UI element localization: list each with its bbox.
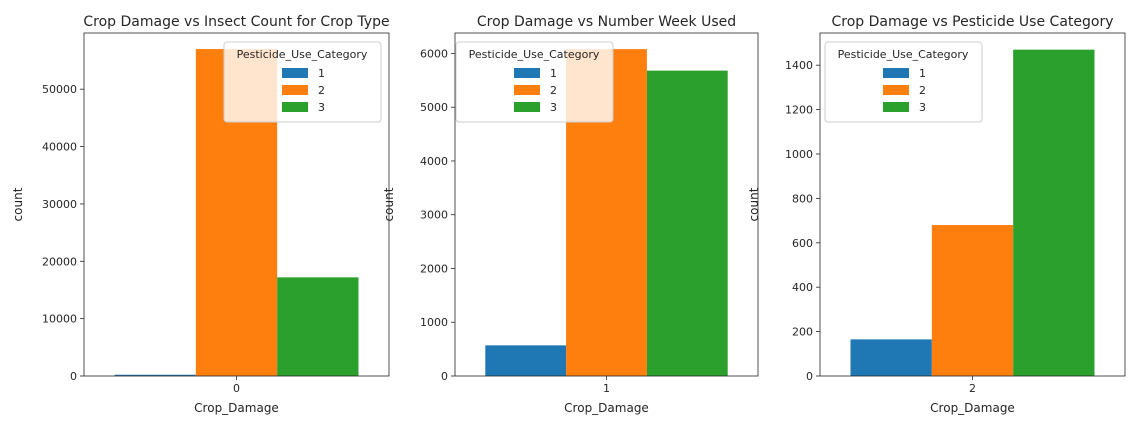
y-tick-label: 0 [441, 370, 448, 383]
y-tick-label: 30000 [42, 198, 77, 211]
y-tick-label: 40000 [42, 141, 77, 154]
legend-swatch-3 [282, 102, 308, 112]
legend-title: Pesticide_Use_Category [237, 48, 368, 61]
y-axis-label: count [382, 187, 396, 221]
y-tick-label: 1200 [785, 104, 813, 117]
chart-panel-3: Crop Damage vs Pesticide Use Category 0 20… [747, 14, 1126, 415]
legend-label-3: 3 [318, 101, 325, 114]
legend-label-1: 1 [919, 67, 926, 80]
x-tick-label: 2 [969, 382, 976, 395]
chart-panel-1: Crop Damage vs Insect Count for Crop Typ… [11, 14, 390, 415]
y-tick-label: 50000 [42, 83, 77, 96]
legend-label-2: 2 [550, 84, 557, 97]
legend-label-3: 3 [919, 101, 926, 114]
legend-box [455, 41, 614, 123]
legend-swatch-2 [514, 85, 540, 95]
y-tick-label: 10000 [42, 313, 77, 326]
bar-series-3-cat-0 [277, 277, 359, 376]
legend-swatch-1 [282, 68, 308, 78]
y-tick-label: 6000 [420, 47, 448, 60]
y-tick-label: 3000 [420, 209, 448, 222]
chart-panel-2: Crop Damage vs Number Week Used 0 1000 2000… [382, 14, 759, 415]
chart-title: Crop Damage vs Pesticide Use Category [831, 14, 1113, 30]
y-tick-label: 4000 [420, 155, 448, 168]
chart-title: Crop Damage vs Number Week Used [477, 14, 736, 30]
y-tick-label: 5000 [420, 101, 448, 114]
y-tick-label: 1000 [420, 316, 448, 329]
x-axis-label: Crop_Damage [194, 401, 279, 415]
legend-label-2: 2 [318, 84, 325, 97]
legend-swatch-1 [883, 68, 909, 78]
bar-series-1-cat-2 [850, 339, 932, 376]
y-tick-label: 2000 [420, 262, 448, 275]
y-axis-label: count [11, 187, 25, 221]
y-tick-label: 1000 [785, 148, 813, 161]
bar-series-3-cat-1 [646, 70, 728, 376]
y-tick-label: 1400 [785, 59, 813, 72]
legend-title: Pesticide_Use_Category [469, 48, 600, 61]
y-tick-label: 0 [806, 370, 813, 383]
bar-series-3-cat-2 [1013, 49, 1095, 377]
legend-swatch-3 [883, 102, 909, 112]
y-tick-label: 20000 [42, 255, 77, 268]
legend-title: Pesticide_Use_Category [838, 48, 969, 61]
legend-swatch-3 [514, 102, 540, 112]
legend: Pesticide_Use_Category 1 2 3 [455, 41, 614, 123]
legend: Pesticide_Use_Category 1 2 3 [223, 41, 382, 123]
y-tick-label: 800 [792, 192, 813, 205]
legend-label-1: 1 [318, 67, 325, 80]
legend-swatch-2 [883, 85, 909, 95]
legend: Pesticide_Use_Category 1 2 3 [824, 41, 983, 123]
x-axis-label: Crop_Damage [930, 401, 1015, 415]
bar-series-1-cat-1 [485, 345, 567, 376]
y-tick-label: 0 [70, 370, 77, 383]
chart-title: Crop Damage vs Insect Count for Crop Typ… [83, 14, 389, 30]
legend-label-3: 3 [550, 101, 557, 114]
legend-swatch-2 [282, 85, 308, 95]
y-tick-label: 200 [792, 326, 813, 339]
legend-swatch-1 [514, 68, 540, 78]
bar-series-1-cat-0 [114, 374, 196, 376]
y-axis-label: count [747, 187, 761, 221]
y-tick-label: 400 [792, 281, 813, 294]
legend-label-1: 1 [550, 67, 557, 80]
bar-series-2-cat-2 [931, 225, 1014, 376]
legend-label-2: 2 [919, 84, 926, 97]
legend-box [824, 41, 983, 123]
x-tick-label: 0 [233, 382, 240, 395]
x-axis-label: Crop_Damage [564, 401, 649, 415]
legend-box [223, 41, 382, 123]
y-tick-label: 600 [792, 237, 813, 250]
x-tick-label: 1 [603, 382, 610, 395]
